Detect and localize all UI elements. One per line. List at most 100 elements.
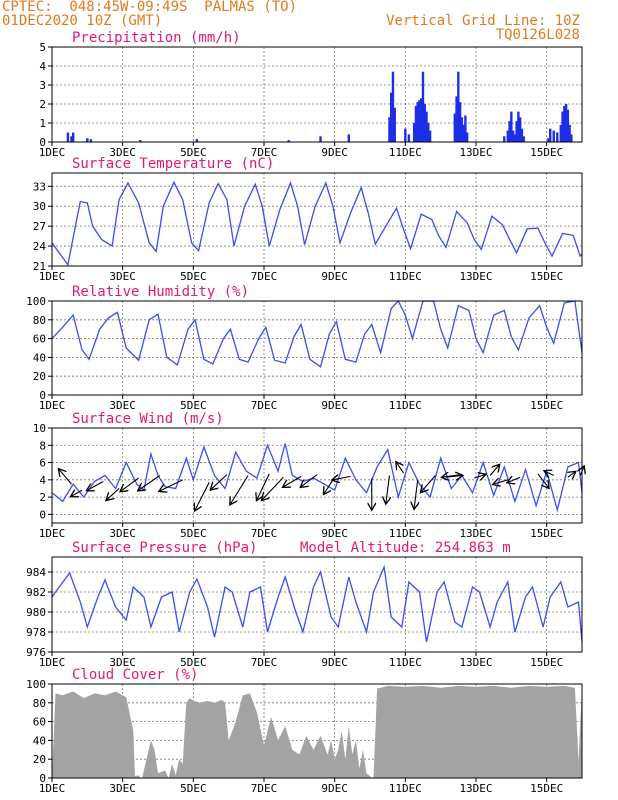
- pressure-ytick-label: 976: [26, 646, 46, 659]
- precip-bar: [566, 109, 570, 142]
- precip-bar: [520, 128, 524, 142]
- pressure-frame: [51, 556, 583, 653]
- precip-bar: [428, 130, 432, 142]
- precip-bar: [423, 104, 426, 142]
- precip-frame: [51, 46, 583, 143]
- rh-xtick-label: 9DEC: [321, 399, 348, 412]
- wind-arrow: [442, 475, 461, 478]
- rh-xtick-label: 5DEC: [180, 399, 207, 412]
- cloud-xtick-label: 5DEC: [180, 782, 207, 795]
- precip-bar: [508, 121, 511, 142]
- wind-frame: [51, 427, 583, 524]
- cloud-ytick-label: 100: [26, 678, 46, 691]
- wind-arrow: [107, 488, 120, 499]
- wind-xtick-label: 9DEC: [321, 527, 348, 540]
- precip-bar: [513, 134, 517, 142]
- precip-bar: [427, 123, 430, 142]
- precip-bar: [570, 134, 573, 142]
- wind-xtick-label: 11DEC: [389, 527, 422, 540]
- precip-bar: [393, 107, 396, 142]
- precip-title: Precipitation (mm/h): [72, 30, 241, 46]
- precip-bar: [563, 105, 566, 142]
- wind-arrow: [508, 477, 521, 482]
- precip-bar: [510, 111, 513, 142]
- precip-xtick-label: 7DEC: [251, 146, 278, 159]
- pressure-ytick-label: 980: [26, 606, 46, 619]
- precip-ytick-label: 0: [39, 136, 46, 149]
- precip-bar: [457, 71, 460, 142]
- precip-bar: [412, 123, 416, 142]
- pressure-ytick-label: 982: [26, 586, 46, 599]
- temp-xtick-label: 11DEC: [389, 270, 422, 283]
- precip-xtick-label: 13DEC: [459, 146, 492, 159]
- wind-xtick-label: 15DEC: [530, 527, 563, 540]
- precip-bar: [503, 136, 506, 142]
- cloud-area: [52, 685, 582, 778]
- cloud-xtick-label: 15DEC: [530, 782, 563, 795]
- precip-xtick-label: 9DEC: [321, 146, 348, 159]
- cloud-ytick-label: 0: [39, 772, 46, 785]
- wind-title: Surface Wind (m/s): [72, 411, 224, 427]
- pressure-xtick-label: 3DEC: [109, 656, 136, 669]
- cloud-xtick-label: 7DEC: [251, 782, 278, 795]
- wind-arrow: [545, 471, 554, 475]
- temp-xtick-label: 5DEC: [180, 270, 207, 283]
- precip-bar: [70, 136, 73, 142]
- temp-xtick-label: 13DEC: [459, 270, 492, 283]
- precip-bar: [522, 136, 525, 142]
- rh-xtick-label: 13DEC: [459, 399, 492, 412]
- precip-bar: [517, 111, 520, 142]
- wind-arrow: [301, 474, 318, 487]
- temp-ytick-label: 27: [33, 220, 46, 233]
- pressure-xtick-label: 1DEC: [39, 656, 66, 669]
- rh-title: Relative Humidity (%): [72, 284, 249, 300]
- wind-arrow: [195, 482, 210, 510]
- precip-bar: [458, 102, 462, 142]
- cloud-xtick-label: 1DEC: [39, 782, 66, 795]
- precip-xtick-label: 5DEC: [180, 146, 207, 159]
- rh-xtick-label: 7DEC: [251, 399, 278, 412]
- precip-bar: [89, 139, 93, 142]
- precip-ytick-label: 3: [39, 79, 46, 92]
- temp-ytick-label: 33: [33, 180, 46, 193]
- precip-ytick-label: 1: [39, 117, 46, 130]
- station-header: CPTEC: 048:45W-09:49S PALMAS (TO): [2, 0, 298, 15]
- precip-bar: [420, 98, 423, 142]
- temp-ytick-label: 21: [33, 260, 46, 273]
- wind-arrow: [489, 465, 499, 476]
- cloud-title: Cloud Cover (%): [72, 667, 198, 683]
- wind-arrow: [139, 475, 161, 491]
- wind-arrow: [414, 479, 418, 509]
- temp-title: Surface Temperature (nC): [72, 156, 274, 172]
- rh-ytick-label: 20: [33, 370, 46, 383]
- wind-arrow: [262, 476, 284, 499]
- precip-bar: [66, 132, 70, 142]
- wind-arrow: [494, 480, 508, 484]
- precip-bar: [388, 117, 391, 142]
- rh-xtick-label: 1DEC: [39, 399, 66, 412]
- precip-ytick-label: 4: [39, 60, 46, 73]
- wind-arrow: [421, 475, 436, 492]
- precip-bar: [347, 134, 350, 142]
- date-header: 01DEC2020 10Z (GMT): [2, 13, 163, 29]
- precip-bar: [72, 132, 75, 142]
- pressure-xtick-label: 5DEC: [180, 656, 207, 669]
- precip-bar: [425, 111, 428, 142]
- rh-ytick-label: 0: [39, 389, 46, 402]
- precip-bar: [404, 128, 407, 142]
- wind-ytick-label: 10: [33, 422, 46, 435]
- pressure-xtick-label: 9DEC: [321, 656, 348, 669]
- wind-xtick-label: 7DEC: [251, 527, 278, 540]
- wind-xtick-label: 5DEC: [180, 527, 207, 540]
- cloud-frame: [51, 683, 583, 779]
- rh-ytick-label: 80: [33, 314, 46, 327]
- precip-bar: [407, 134, 411, 142]
- precip-xtick-label: 15DEC: [530, 146, 563, 159]
- wind-arrow: [333, 476, 351, 479]
- temp-ytick-label: 24: [33, 240, 47, 253]
- wind-ytick-label: 8: [39, 439, 46, 452]
- temp-ytick-label: 30: [33, 200, 46, 213]
- pressure-line: [51, 564, 583, 643]
- wind-arrow: [71, 490, 83, 496]
- model-code-header: TQ0126L028: [495, 27, 580, 43]
